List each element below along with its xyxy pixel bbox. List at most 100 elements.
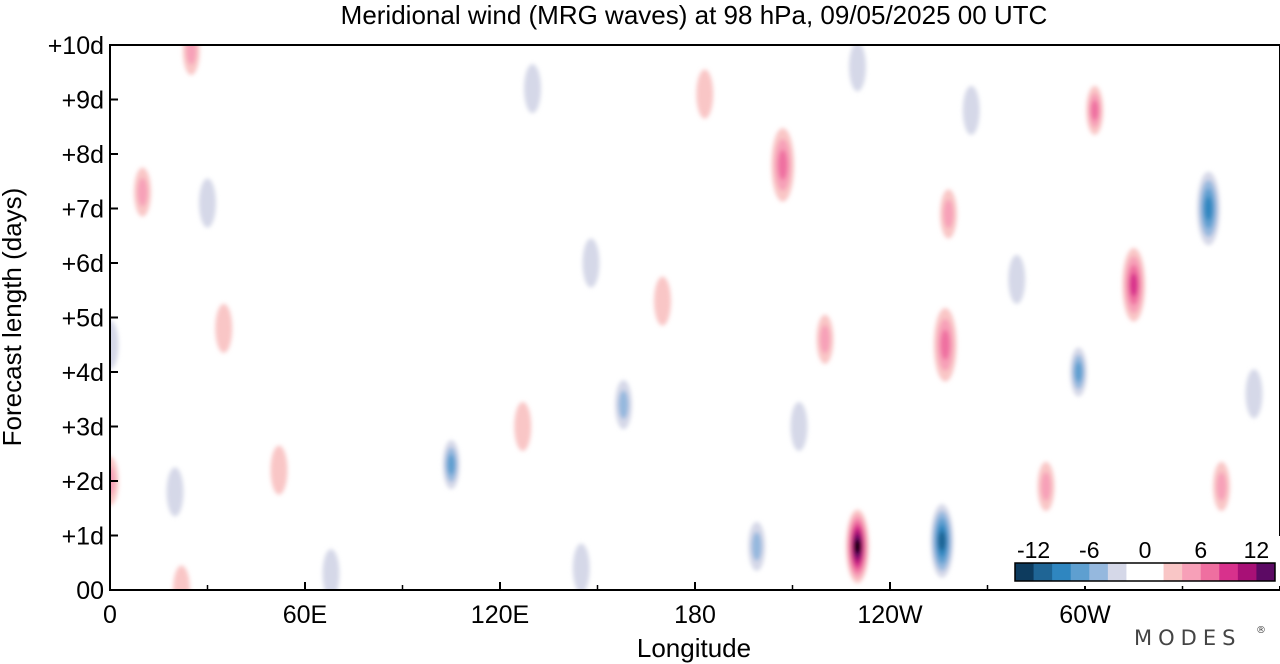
- contour-feature: [270, 445, 288, 495]
- colorbar-swatch: [1107, 563, 1127, 581]
- contour-feature: [1008, 254, 1026, 304]
- x-axis-label: Longitude: [637, 633, 751, 663]
- y-tick-label: +1d: [62, 523, 104, 551]
- colorbar-swatch: [1070, 563, 1090, 581]
- y-tick-label: +9d: [62, 87, 104, 115]
- contour-feature: [1037, 461, 1055, 511]
- colorbar-swatch: [1163, 563, 1183, 581]
- contour-feature: [1122, 248, 1146, 322]
- contour-level: [137, 177, 148, 207]
- y-tick-label: +6d: [62, 250, 104, 278]
- contour-feature: [524, 64, 541, 114]
- contour-level: [853, 539, 862, 554]
- contour-feature: [930, 504, 954, 578]
- colorbar-tick-label: 6: [1194, 537, 1207, 563]
- contour-level: [1074, 361, 1083, 383]
- contour-feature: [1070, 347, 1087, 397]
- contour-feature: [1086, 85, 1104, 135]
- colorbar-swatch: [1033, 563, 1053, 581]
- contour-level: [1204, 196, 1213, 221]
- contour-level: [1090, 100, 1099, 121]
- x-tick-label: 60W: [1059, 601, 1111, 629]
- contour-level: [696, 69, 714, 119]
- colorbar-tick-label: 12: [1244, 537, 1270, 563]
- contour-feature: [790, 401, 808, 452]
- colorbar-legend: -12 -6 0 6 12: [1005, 536, 1280, 586]
- y-tick-label: +4d: [62, 359, 104, 387]
- chart-title: Meridional wind (MRG waves) at 98 hPa, 0…: [341, 0, 1048, 30]
- contour-feature: [933, 307, 957, 382]
- contour-level: [186, 45, 197, 65]
- contour-feature: [572, 543, 590, 590]
- contour-level: [173, 565, 190, 590]
- contour-level: [849, 45, 866, 92]
- colorbar-tick-label: -6: [1079, 537, 1099, 563]
- colorbar-swatch: [1219, 563, 1239, 581]
- y-tick-label: +2d: [62, 468, 104, 496]
- contour-level: [1008, 254, 1026, 304]
- contour-feature: [322, 549, 340, 590]
- colorbar-tick-label: -12: [1017, 537, 1050, 563]
- contour-level: [751, 532, 762, 561]
- colorbar-swatch: [1089, 563, 1109, 581]
- contour-level: [940, 329, 950, 360]
- registered-mark: ®: [1256, 625, 1266, 636]
- contour-feature: [182, 45, 200, 75]
- contour-feature: [771, 128, 795, 202]
- contour-level: [1245, 369, 1263, 419]
- y-tick-label: +7d: [62, 196, 104, 224]
- colorbar-frame: [1014, 562, 1276, 582]
- contour-feature: [849, 45, 866, 92]
- colorbar-swatch: [1200, 563, 1220, 581]
- y-tick-label: +8d: [62, 141, 104, 169]
- contour-level: [514, 401, 532, 452]
- contour-level: [1216, 472, 1227, 501]
- contour-fields: [110, 45, 1263, 590]
- y-tick-label: 00: [76, 577, 104, 605]
- contour-level: [618, 390, 629, 420]
- contour-level: [1129, 273, 1138, 297]
- contour-feature: [134, 167, 151, 217]
- modes-logo: MODES ®: [1134, 625, 1266, 650]
- contour-level: [572, 543, 590, 590]
- contour-feature: [962, 85, 980, 135]
- contour-feature: [748, 521, 766, 571]
- contour-level: [943, 199, 954, 229]
- x-axis: 0 60E 120E 180 120W 60W: [103, 582, 1184, 629]
- x-tick-label: 0: [103, 601, 117, 629]
- y-tick-label: +10d: [48, 32, 104, 60]
- contour-feature: [514, 401, 532, 452]
- contour-level: [322, 549, 340, 590]
- contour-feature: [816, 314, 834, 364]
- colorbar-swatch: [1182, 563, 1202, 581]
- contour-feature: [615, 380, 632, 430]
- contour-feature: [1213, 461, 1230, 511]
- contour-feature: [582, 238, 600, 288]
- contour-feature: [215, 303, 233, 353]
- contour-feature: [173, 565, 190, 590]
- contour-feature: [696, 69, 714, 119]
- colorbar-swatch: [1052, 563, 1072, 581]
- colorbar-swatch: [1256, 563, 1276, 581]
- contour-level: [778, 149, 788, 181]
- contour-feature: [442, 440, 460, 490]
- colorbar-swatch: [1237, 563, 1257, 581]
- contour-feature: [846, 509, 869, 584]
- y-tick-label: +3d: [62, 414, 104, 442]
- colorbar-swatch: [1126, 563, 1165, 581]
- contour-level: [110, 320, 119, 370]
- contour-feature: [199, 178, 216, 228]
- contour-feature: [1197, 171, 1220, 246]
- contour-level: [654, 276, 671, 326]
- y-axis: 00 +1d +2d +3d +4d +5d +6d +7d +8d +9d +10d: [48, 32, 118, 605]
- x-tick-label: 120E: [471, 601, 529, 629]
- plot-background: [110, 45, 1280, 590]
- colorbar-swatch: [1015, 563, 1035, 581]
- contour-feature: [1245, 369, 1263, 419]
- x-tick-label: 60E: [283, 601, 327, 629]
- y-axis-label: Forecast length (days): [0, 188, 27, 447]
- contour-level: [215, 303, 233, 353]
- contour-level: [447, 454, 456, 475]
- contour-feature: [940, 189, 957, 239]
- contour-level: [270, 445, 288, 495]
